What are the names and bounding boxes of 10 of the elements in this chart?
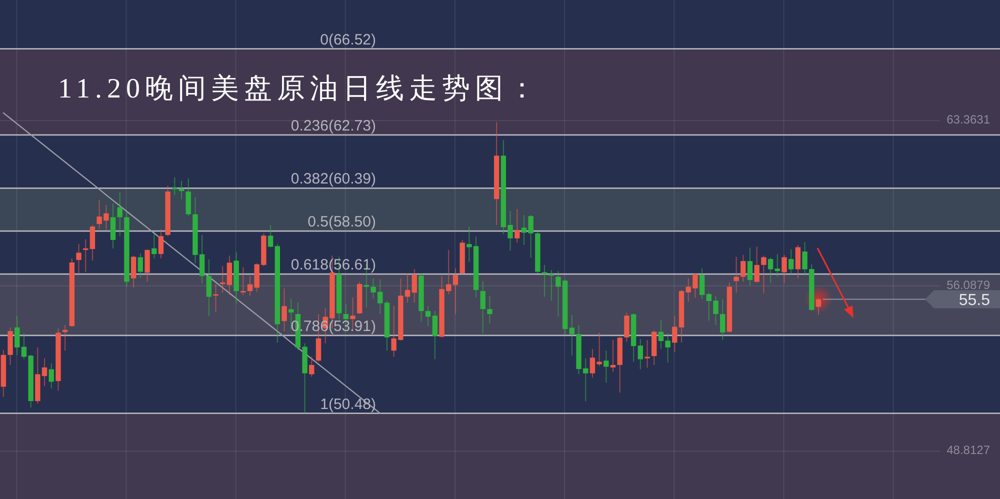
y-tick-label: 63.3631 — [946, 112, 990, 127]
annotation: 55.5 — [958, 292, 990, 309]
ref-line-label: 0.236(62.73) — [290, 117, 376, 134]
y-tick-label: 48.8127 — [946, 443, 990, 458]
ref-line-label: 0.382(60.39) — [290, 170, 376, 188]
line-series — [2, 112, 381, 414]
ref-line-label: 0.5(58.50) — [308, 214, 376, 231]
text: 11.20晚间美盘原油日线走势图： — [58, 74, 541, 104]
y-tick-label: 56.0879 — [946, 278, 990, 292]
ref-line-label: 0(66.52) — [320, 31, 376, 48]
